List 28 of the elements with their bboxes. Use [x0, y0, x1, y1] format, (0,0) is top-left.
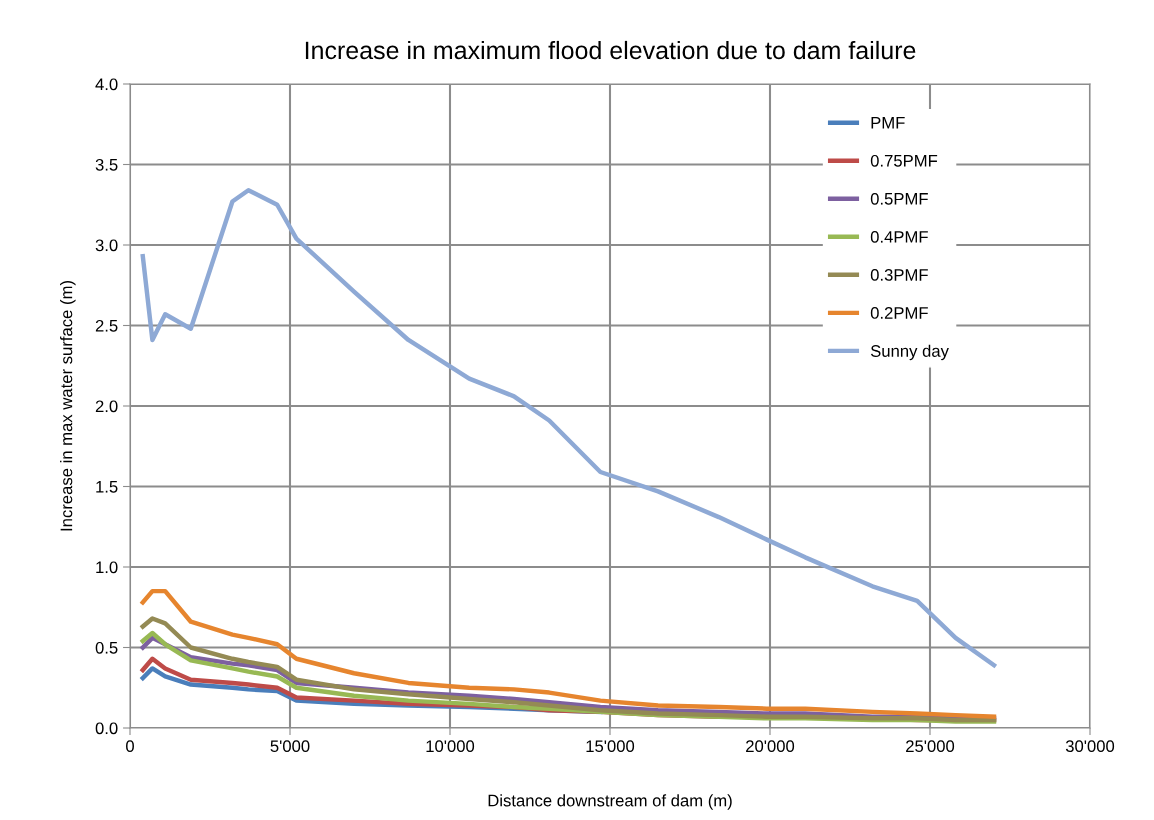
x-tick-label: 25'000 — [906, 740, 955, 753]
legend-label: 0.3PMF — [870, 269, 928, 281]
line-series — [140, 188, 997, 668]
legend-label: 0.75PMF — [870, 154, 938, 167]
chart-title: Increase in maximum flood elevation due to dam failure — [305, 40, 916, 60]
x-tick-label: 15'000 — [586, 740, 635, 753]
legend-label: PMF — [871, 117, 905, 129]
y-tick-label: 3.0 — [95, 239, 118, 252]
legend-label: 0.5PMF — [870, 192, 928, 205]
y-tick-label: 0.0 — [95, 722, 118, 735]
x-axis-title: Distance downstream of dam (m) — [488, 794, 732, 810]
y-tick-label: 2.5 — [95, 319, 118, 332]
y-tick-label: 1.5 — [96, 481, 118, 493]
y-axis-title: Increase in max water surface (m) — [60, 281, 76, 531]
x-tick-label: 10'000 — [426, 740, 475, 753]
y-tick-label: 1.0 — [96, 561, 118, 574]
legend-label: 0.2PMF — [870, 307, 928, 319]
y-tick-label: 0.5 — [95, 641, 118, 654]
x-tick-label: 0 — [126, 740, 134, 753]
y-tick-label: 4.0 — [95, 78, 118, 91]
line-series — [140, 588, 997, 719]
y-tick-label: 2.0 — [95, 400, 118, 413]
x-tick-label: 5'000 — [270, 740, 310, 753]
legend-label: Sunny day — [870, 344, 949, 361]
x-tick-label: 30'000 — [1065, 740, 1115, 753]
y-tick-label: 3.5 — [95, 158, 118, 171]
x-tick-label: 20'000 — [746, 740, 795, 753]
legend-label: 0.4PMF — [870, 230, 928, 243]
